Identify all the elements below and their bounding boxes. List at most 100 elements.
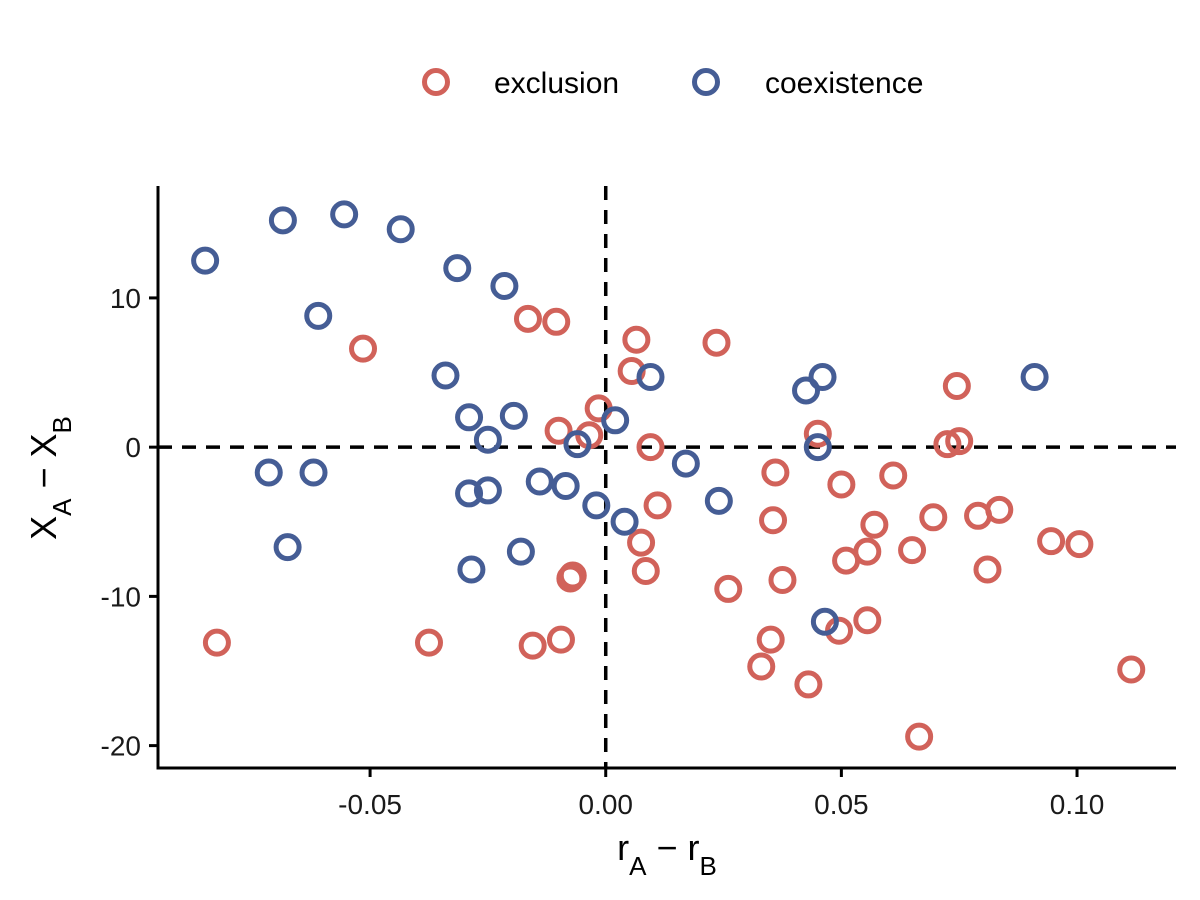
point-exclusion-25	[794, 670, 823, 699]
legend-label-coexistence: coexistence	[765, 67, 923, 100]
point-exclusion-38	[942, 371, 971, 400]
point-exclusion-22	[759, 506, 788, 535]
x-tick-label-2: 0.05	[814, 789, 869, 820]
reference-lines	[158, 186, 1176, 768]
point-exclusion-1	[349, 334, 378, 363]
x-tick-label-1: 0.00	[578, 789, 633, 820]
point-exclusion-33	[879, 461, 908, 490]
y-axis-title-main2: X	[23, 433, 64, 457]
x-axis-title-main2: r	[688, 827, 700, 868]
x-axis-title: rA − rB	[617, 827, 717, 881]
point-exclusion-37	[933, 430, 962, 459]
point-exclusion-3	[513, 304, 542, 333]
point-coexistence-31	[1020, 363, 1049, 392]
y-tick-label-3: -20	[101, 731, 141, 762]
point-exclusion-21	[756, 625, 785, 654]
legend-label-exclusion: exclusion	[494, 67, 619, 100]
y-tick-label-2: -10	[101, 581, 141, 612]
point-exclusion-16	[636, 433, 665, 462]
point-coexistence-12	[457, 555, 486, 584]
point-exclusion-35	[905, 722, 934, 751]
x-axis-title-main: r	[617, 827, 629, 868]
point-coexistence-3	[273, 533, 302, 562]
point-exclusion-6	[544, 416, 573, 445]
point-coexistence-26	[704, 486, 733, 515]
point-exclusion-42	[985, 495, 1014, 524]
data-points	[191, 200, 1146, 751]
point-coexistence-21	[582, 491, 611, 520]
axes: -0.05 0.00 0.05 0.10 10 0 -10 -20	[101, 186, 1176, 820]
point-coexistence-15	[490, 271, 519, 300]
point-coexistence-11	[455, 479, 484, 508]
point-coexistence-2	[268, 206, 297, 235]
point-exclusion-45	[1117, 655, 1146, 684]
point-coexistence-23	[610, 507, 639, 536]
legend-marker-coexistence	[692, 68, 720, 96]
point-exclusion-5	[542, 307, 571, 336]
point-exclusion-15	[631, 557, 660, 586]
x-axis-title-sub2: B	[700, 851, 717, 881]
point-coexistence-25	[671, 449, 700, 478]
y-axis-title-sub2: B	[47, 416, 77, 433]
point-coexistence-17	[506, 537, 535, 566]
point-coexistence-24	[636, 363, 665, 392]
point-exclusion-30	[853, 606, 882, 635]
point-coexistence-8	[431, 361, 460, 390]
point-coexistence-7	[386, 215, 415, 244]
y-tick-label-0: 10	[110, 283, 141, 314]
point-coexistence-14	[473, 476, 502, 505]
point-exclusion-39	[945, 427, 974, 456]
point-coexistence-9	[443, 254, 472, 283]
point-exclusion-13	[622, 325, 651, 354]
point-coexistence-0	[191, 246, 220, 275]
point-exclusion-26	[803, 419, 832, 448]
y-axis-title-sep: −	[23, 457, 64, 498]
point-coexistence-5	[304, 301, 333, 330]
point-exclusion-31	[853, 537, 882, 566]
point-exclusion-9	[558, 561, 587, 590]
point-coexistence-13	[473, 425, 502, 454]
point-coexistence-1	[254, 458, 283, 487]
point-exclusion-18	[702, 328, 731, 357]
point-coexistence-22	[601, 406, 630, 435]
x-axis-title-sep: −	[646, 827, 687, 868]
point-exclusion-23	[761, 458, 790, 487]
x-tick-label-0: -0.05	[338, 789, 402, 820]
point-exclusion-36	[919, 503, 948, 532]
point-exclusion-44	[1065, 530, 1094, 559]
y-axis-title-main: X	[23, 516, 64, 540]
legend: exclusion coexistence	[422, 67, 923, 100]
point-exclusion-0	[202, 628, 231, 657]
point-coexistence-30	[810, 607, 839, 636]
point-coexistence-18	[525, 467, 554, 496]
point-coexistence-19	[551, 471, 580, 500]
point-exclusion-4	[518, 631, 547, 660]
point-exclusion-20	[747, 652, 776, 681]
point-coexistence-28	[803, 433, 832, 462]
y-axis-title-sub1: A	[47, 498, 77, 516]
point-exclusion-2	[414, 628, 443, 657]
point-exclusion-28	[827, 470, 856, 499]
legend-marker-exclusion	[422, 68, 450, 96]
point-coexistence-10	[455, 403, 484, 432]
x-tick-label-3: 0.10	[1050, 789, 1105, 820]
x-axis-title-sub1: A	[629, 851, 647, 881]
point-exclusion-7	[546, 625, 575, 654]
point-exclusion-19	[714, 574, 743, 603]
point-exclusion-43	[1037, 527, 1066, 556]
y-axis-title: XA − XB	[23, 416, 77, 540]
point-coexistence-29	[808, 363, 837, 392]
y-tick-label-1: 0	[125, 432, 141, 463]
point-exclusion-24	[768, 565, 797, 594]
point-coexistence-20	[563, 430, 592, 459]
point-exclusion-34	[898, 536, 927, 565]
point-coexistence-4	[299, 458, 328, 487]
point-exclusion-32	[860, 510, 889, 539]
point-exclusion-17	[643, 491, 672, 520]
point-coexistence-27	[792, 376, 821, 405]
point-exclusion-41	[973, 555, 1002, 584]
point-exclusion-14	[627, 528, 656, 557]
